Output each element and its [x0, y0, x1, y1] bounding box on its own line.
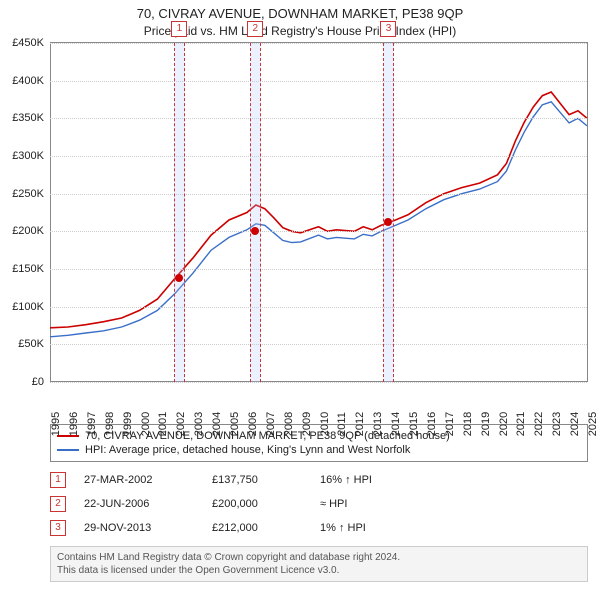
y-tick-label: £250K — [12, 188, 44, 200]
y-tick-label: £300K — [12, 150, 44, 162]
gridline — [50, 156, 587, 157]
sale-note: ≈ HPI — [320, 498, 347, 510]
gridline — [50, 81, 587, 82]
y-tick-label: £150K — [12, 263, 44, 275]
x-tick-label: 2023 — [551, 412, 563, 436]
sale-row: 1 27-MAR-2002 £137,750 16% ↑ HPI — [50, 468, 588, 492]
sale-note: 16% ↑ HPI — [320, 474, 372, 486]
sale-band-marker: 2 — [247, 21, 263, 37]
gridline — [50, 118, 587, 119]
sale-price: £200,000 — [212, 498, 302, 510]
x-tick-labels: 1995199619971998199920002001200220032004… — [50, 382, 588, 418]
x-tick-label: 2006 — [247, 412, 259, 436]
y-tick-label: £200K — [12, 225, 44, 237]
x-tick-label: 2019 — [480, 412, 492, 436]
sales-table: 1 27-MAR-2002 £137,750 16% ↑ HPI 2 22-JU… — [50, 468, 588, 540]
gridline — [50, 43, 587, 44]
x-tick-label: 2012 — [354, 412, 366, 436]
x-tick-label: 2010 — [319, 412, 331, 436]
legend-swatch — [57, 449, 79, 451]
x-tick-label: 2016 — [426, 412, 438, 436]
sale-row: 3 29-NOV-2013 £212,000 1% ↑ HPI — [50, 516, 588, 540]
x-tick-label: 2013 — [372, 412, 384, 436]
x-tick-label: 2011 — [336, 412, 348, 436]
x-tick-label: 2015 — [408, 412, 420, 436]
chart-plot-area: £0£50K£100K£150K£200K£250K£300K£350K£400… — [50, 42, 588, 382]
chart-title: 70, CIVRAY AVENUE, DOWNHAM MARKET, PE38 … — [0, 0, 600, 21]
x-tick-label: 2003 — [193, 412, 205, 436]
x-tick-label: 2021 — [515, 412, 527, 436]
sale-date: 22-JUN-2006 — [84, 498, 194, 510]
line-series-svg — [50, 43, 587, 382]
footer-line: Contains HM Land Registry data © Crown c… — [57, 551, 581, 564]
x-tick-label: 1999 — [122, 412, 134, 436]
x-tick-label: 2014 — [390, 412, 402, 436]
footer-attribution: Contains HM Land Registry data © Crown c… — [50, 546, 588, 582]
x-tick-label: 2001 — [157, 412, 169, 436]
x-tick-label: 1995 — [50, 412, 62, 436]
x-tick-label: 1996 — [68, 412, 80, 436]
sale-row: 2 22-JUN-2006 £200,000 ≈ HPI — [50, 492, 588, 516]
gridline — [50, 231, 587, 232]
sale-price: £137,750 — [212, 474, 302, 486]
sale-band-marker: 3 — [380, 21, 396, 37]
x-tick-label: 1998 — [104, 412, 116, 436]
gridline — [50, 307, 587, 308]
x-tick-label: 2022 — [533, 412, 545, 436]
sale-band — [250, 43, 261, 382]
sale-dot — [251, 227, 259, 235]
sale-date: 29-NOV-2013 — [84, 522, 194, 534]
y-tick-label: £400K — [12, 75, 44, 87]
footer-line: This data is licensed under the Open Gov… — [57, 564, 581, 577]
sale-note: 1% ↑ HPI — [320, 522, 366, 534]
x-tick-label: 2020 — [498, 412, 510, 436]
x-tick-label: 2005 — [229, 412, 241, 436]
sale-marker: 2 — [50, 496, 66, 512]
x-tick-label: 2007 — [265, 412, 277, 436]
gridline — [50, 194, 587, 195]
sale-dot — [175, 274, 183, 282]
legend-label: HPI: Average price, detached house, King… — [85, 444, 410, 456]
x-tick-label: 2009 — [301, 412, 313, 436]
x-tick-label: 2017 — [444, 412, 456, 436]
x-tick-label: 1997 — [86, 412, 98, 436]
series-line — [50, 102, 587, 337]
sale-band — [174, 43, 185, 382]
y-tick-label: £100K — [12, 301, 44, 313]
y-tick-label: £0 — [32, 376, 44, 388]
x-tick-label: 2002 — [175, 412, 187, 436]
sale-date: 27-MAR-2002 — [84, 474, 194, 486]
sale-dot — [384, 218, 392, 226]
gridline — [50, 344, 587, 345]
x-tick-label: 2018 — [462, 412, 474, 436]
x-tick-label: 2024 — [569, 412, 581, 436]
x-tick-label: 2008 — [283, 412, 295, 436]
y-tick-label: £50K — [18, 338, 44, 350]
sale-marker: 1 — [50, 472, 66, 488]
legend-item: HPI: Average price, detached house, King… — [57, 443, 581, 457]
sale-band-marker: 1 — [171, 21, 187, 37]
series-line — [50, 92, 587, 328]
y-tick-label: £450K — [12, 37, 44, 49]
x-tick-label: 2000 — [140, 412, 152, 436]
x-tick-label: 2025 — [587, 412, 599, 436]
x-tick-label: 2004 — [211, 412, 223, 436]
gridline — [50, 269, 587, 270]
y-tick-label: £350K — [12, 112, 44, 124]
sale-marker: 3 — [50, 520, 66, 536]
sale-band — [383, 43, 394, 382]
chart-subtitle: Price paid vs. HM Land Registry's House … — [0, 21, 600, 42]
sale-price: £212,000 — [212, 522, 302, 534]
